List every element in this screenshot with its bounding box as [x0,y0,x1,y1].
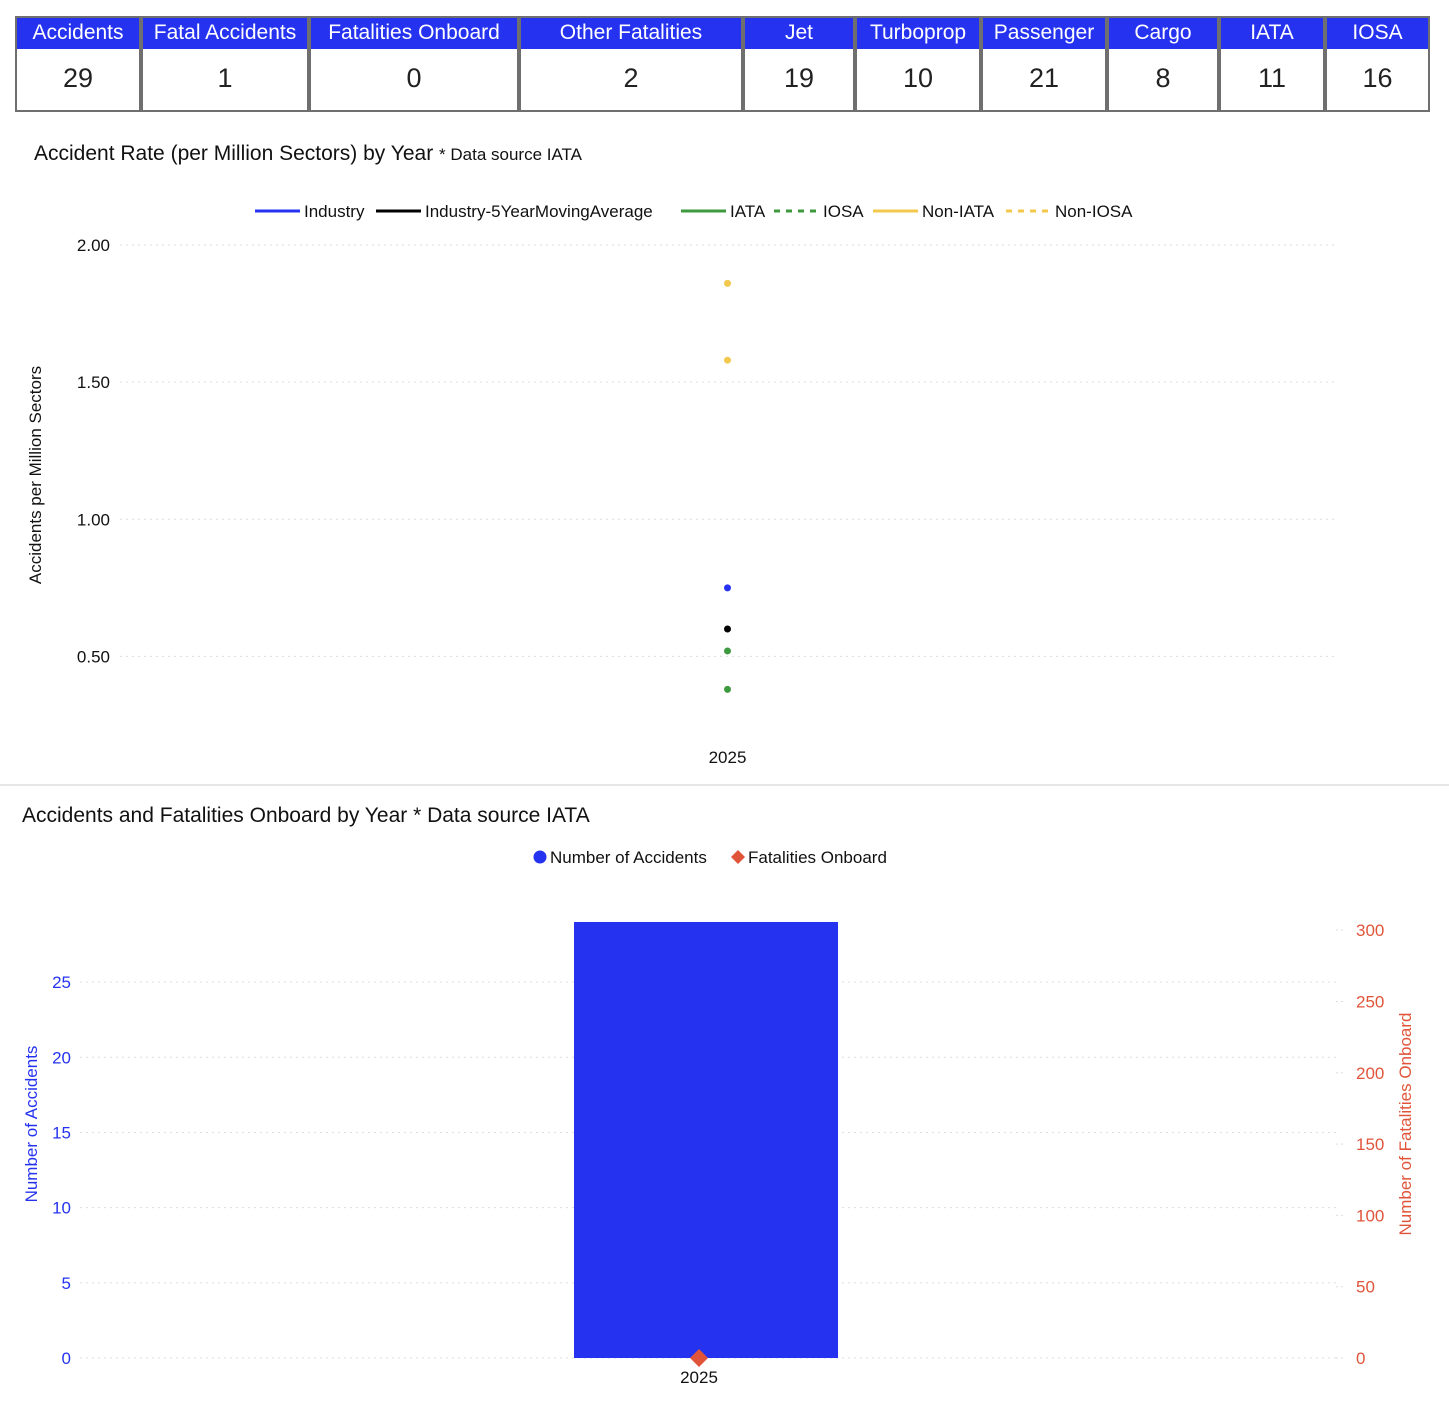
marker-fatalities [690,1349,708,1367]
y-tick-label: 0.50 [77,647,110,666]
legend-label: Non-IATA [922,202,995,221]
accidents-chart-left-ticks: 0 5 10 15 20 25 [52,973,71,1368]
legend-swatch-accidents [533,850,547,864]
accidents-chart-ylabel: Number of Accidents [22,1046,41,1203]
legend-label: Fatalities Onboard [748,848,887,867]
y-tick-label: 0 [62,1349,71,1368]
legend-label: Non-IOSA [1055,202,1133,221]
point-non-iosa [724,356,731,364]
y-tick-label: 10 [52,1199,71,1218]
y-tick-label: 1.00 [77,510,110,529]
y-tick-label: 2.00 [77,236,110,255]
x-tick-label: 2025 [680,1368,718,1387]
point-iosa [724,647,731,655]
rate-chart-gridlines [120,244,1335,657]
rate-chart-title: Accident Rate (per Million Sectors) by Y… [34,142,582,166]
y-tick-label: 25 [52,973,71,992]
kpi-iata[interactable]: IATA 11 [1219,16,1325,112]
accidents-chart-markers [690,1349,708,1367]
kpi-cargo[interactable]: Cargo 8 [1107,16,1219,112]
kpi-label: Jet [745,18,853,49]
y2-tick-label: 100 [1356,1206,1384,1225]
kpi-value: 16 [1362,63,1393,93]
kpi-iosa[interactable]: IOSA 16 [1325,16,1430,112]
kpi-jet[interactable]: Jet 19 [743,16,855,112]
y-tick-label: 5 [62,1274,71,1293]
accidents-chart-legend: Number of Accidents Fatalities Onboard [533,848,887,867]
kpi-value: 0 [406,63,422,93]
kpi-value: 19 [783,63,815,93]
legend-label: Number of Accidents [550,848,707,867]
kpi-label: Other Fatalities [521,18,741,49]
y2-tick-label: 0 [1356,1349,1365,1368]
rate-chart-ylabel: Accidents per Million Sectors [26,366,45,584]
legend-label: Industry [304,202,365,221]
kpi-label: Cargo [1109,18,1217,49]
kpi-accidents[interactable]: Accidents 29 [15,16,141,112]
kpi-other-fatalities[interactable]: Other Fatalities 2 [519,16,743,112]
legend-label: IOSA [823,202,864,221]
rate-chart: Industry Industry-5YearMovingAverage IATA I… [26,202,1335,767]
rate-chart-subtitle: * Data source IATA [439,145,583,164]
section-divider [0,784,1449,786]
kpi-value: 1 [217,63,233,93]
y-tick-label: 20 [52,1048,71,1067]
kpi-turboprop[interactable]: Turboprop 10 [855,16,981,112]
rate-chart-x-ticks: 2025 [709,748,747,767]
kpi-value: 29 [62,63,94,93]
kpi-fatalities-onboard[interactable]: Fatalities Onboard 0 [309,16,519,112]
kpi-label: IOSA [1327,18,1428,49]
rate-chart-y-ticks: 0.50 1.00 1.50 2.00 [77,236,110,666]
rate-chart-points [724,279,731,693]
accidents-chart-y2label: Number of Fatalities Onboard [1396,1013,1415,1236]
kpi-passenger[interactable]: Passenger 21 [981,16,1107,112]
y2-tick-label: 150 [1356,1135,1384,1154]
kpi-label: Fatalities Onboard [311,18,517,49]
y2-tick-label: 300 [1356,921,1384,940]
rate-chart-title-text: Accident Rate (per Million Sectors) by Y… [34,142,434,165]
y2-tick-label: 50 [1356,1278,1375,1297]
legend-swatch-fatalities [731,850,745,864]
kpi-value: 2 [623,63,639,93]
y2-tick-label: 200 [1356,1064,1384,1083]
point-industry [724,584,731,592]
point-non-iata [724,279,731,287]
accidents-chart-title: Accidents and Fatalities Onboard by Year… [22,804,590,827]
point-iata [724,685,731,693]
x-tick-label: 2025 [709,748,747,767]
rate-chart-legend: Industry Industry-5YearMovingAverage IATA I… [255,202,1133,221]
y-tick-label: 15 [52,1123,71,1142]
y-tick-label: 1.50 [77,373,110,392]
kpi-value: 11 [1257,63,1287,93]
kpi-label: IATA [1221,18,1323,49]
kpi-label: Turboprop [857,18,979,49]
accidents-chart: Number of Accidents Fatalities Onboard 0 5… [22,848,1415,1387]
accidents-chart-x-ticks: 2025 [680,1368,718,1387]
accidents-chart-right-ticks: 0 50 100 150 200 250 300 [1336,921,1384,1368]
kpi-value: 8 [1155,63,1171,93]
kpi-label: Fatal Accidents [143,18,307,49]
kpi-fatal-accidents[interactable]: Fatal Accidents 1 [141,16,309,112]
bar-accidents [574,922,838,1358]
legend-label: IATA [730,202,766,221]
kpi-value: 10 [902,63,934,93]
kpi-label: Passenger [983,18,1105,49]
kpi-label: Accidents [17,18,139,49]
kpi-value: 21 [1028,63,1060,93]
y2-tick-label: 250 [1356,992,1384,1011]
point-industry-5yearmovingaverage [724,625,731,633]
accidents-chart-bars [574,922,838,1358]
legend-label: Industry-5YearMovingAverage [425,202,653,221]
